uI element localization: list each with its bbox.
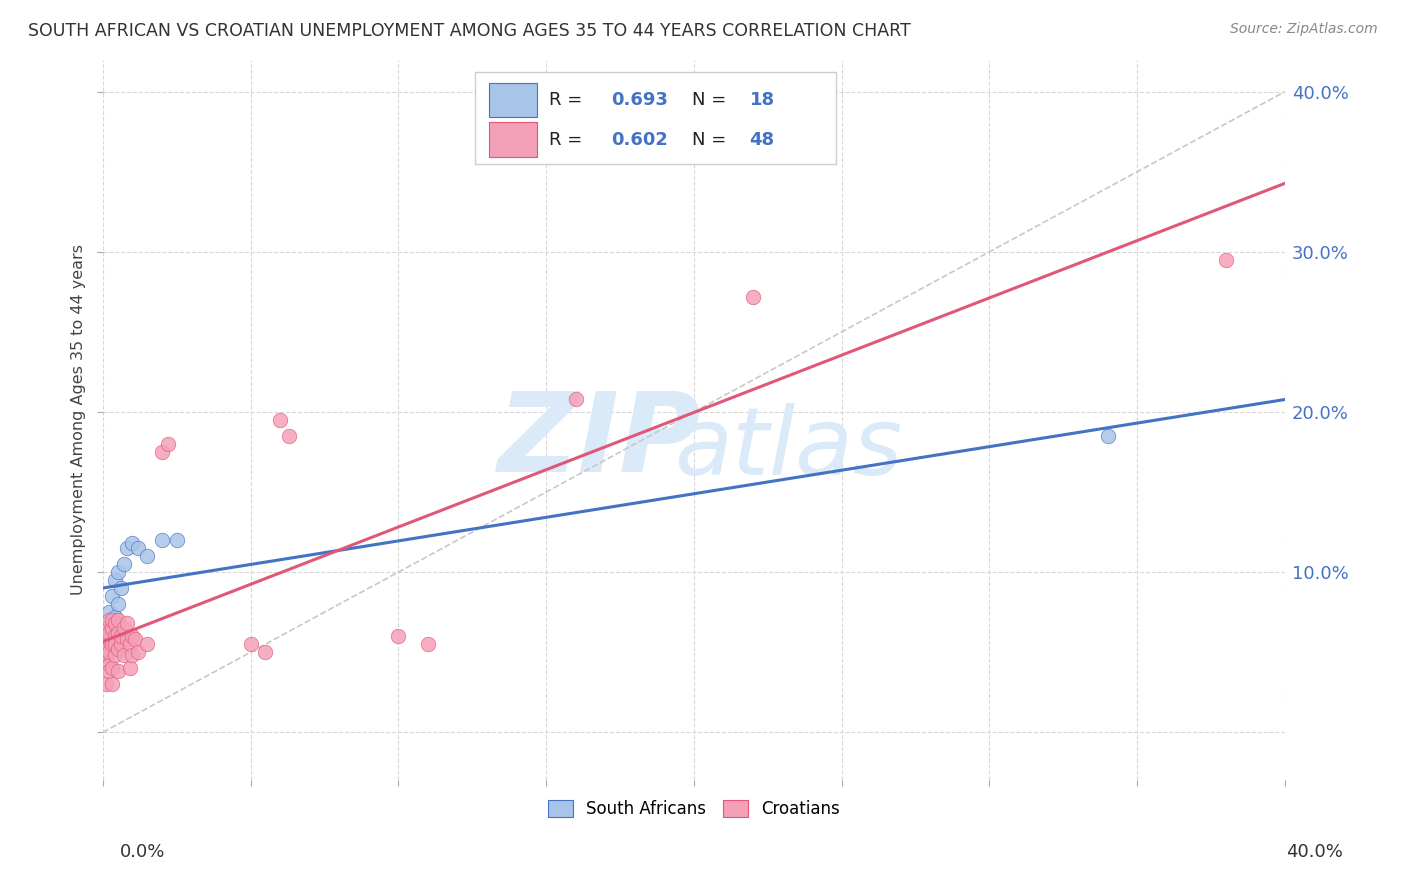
Point: [100, 637, 122, 651]
Point: [112, 557, 135, 571]
Text: 0.693: 0.693: [612, 91, 668, 109]
Point: [564, 392, 586, 406]
Point: [107, 626, 129, 640]
Point: [97, 665, 120, 679]
Text: N =: N =: [692, 130, 731, 149]
Point: [110, 629, 132, 643]
Point: [97, 632, 120, 647]
Text: ZIP: ZIP: [498, 388, 702, 495]
Point: [100, 661, 122, 675]
Text: atlas: atlas: [675, 403, 903, 494]
Point: [254, 645, 277, 659]
FancyBboxPatch shape: [475, 72, 835, 164]
Text: R =: R =: [548, 91, 588, 109]
Point: [121, 629, 143, 643]
Point: [100, 613, 122, 627]
Point: [156, 437, 179, 451]
Point: [104, 629, 127, 643]
Point: [239, 637, 262, 651]
Point: [136, 637, 159, 651]
Point: [136, 549, 159, 563]
Point: [107, 665, 129, 679]
Point: [100, 621, 122, 635]
Point: [104, 637, 127, 651]
Point: [104, 648, 127, 663]
Point: [1215, 252, 1237, 267]
Point: [121, 536, 143, 550]
Point: [127, 645, 149, 659]
Text: Source: ZipAtlas.com: Source: ZipAtlas.com: [1230, 22, 1378, 37]
Point: [118, 661, 141, 675]
Text: 0.602: 0.602: [612, 130, 668, 149]
Point: [150, 445, 173, 459]
Point: [107, 597, 129, 611]
Point: [387, 629, 409, 643]
Point: [121, 648, 143, 663]
Point: [278, 429, 301, 443]
Point: [112, 648, 135, 663]
Point: [97, 629, 120, 643]
Point: [107, 613, 129, 627]
Point: [100, 621, 122, 635]
Point: [127, 541, 149, 555]
Point: [269, 413, 291, 427]
Text: 18: 18: [749, 91, 775, 109]
Point: [100, 677, 122, 691]
Point: [112, 621, 135, 635]
Point: [416, 637, 439, 651]
Point: [1097, 429, 1119, 443]
Point: [107, 642, 129, 657]
Point: [166, 533, 188, 547]
Point: [97, 626, 120, 640]
Point: [115, 616, 138, 631]
Legend: South Africans, Croatians: South Africans, Croatians: [540, 791, 848, 826]
Text: N =: N =: [692, 91, 731, 109]
Point: [94, 629, 117, 643]
Point: [124, 632, 146, 647]
Y-axis label: Unemployment Among Ages 35 to 44 years: Unemployment Among Ages 35 to 44 years: [72, 244, 86, 596]
Point: [94, 677, 117, 691]
Point: [94, 642, 117, 657]
FancyBboxPatch shape: [489, 122, 537, 157]
Point: [94, 645, 117, 659]
Point: [97, 658, 120, 673]
Text: R =: R =: [548, 130, 588, 149]
Point: [97, 645, 120, 659]
Text: SOUTH AFRICAN VS CROATIAN UNEMPLOYMENT AMONG AGES 35 TO 44 YEARS CORRELATION CHA: SOUTH AFRICAN VS CROATIAN UNEMPLOYMENT A…: [28, 22, 911, 40]
Point: [104, 616, 127, 631]
Point: [104, 610, 127, 624]
Point: [100, 589, 122, 603]
Point: [118, 637, 141, 651]
Point: [742, 290, 765, 304]
Text: 0.0%: 0.0%: [120, 843, 165, 861]
Point: [110, 637, 132, 651]
FancyBboxPatch shape: [489, 83, 537, 117]
Text: 48: 48: [749, 130, 775, 149]
Point: [115, 541, 138, 555]
Point: [104, 573, 127, 587]
Point: [110, 581, 132, 595]
Point: [94, 648, 117, 663]
Point: [150, 533, 173, 547]
Point: [97, 605, 120, 619]
Point: [97, 613, 120, 627]
Point: [94, 621, 117, 635]
Text: 40.0%: 40.0%: [1286, 843, 1343, 861]
Point: [107, 565, 129, 579]
Point: [115, 632, 138, 647]
